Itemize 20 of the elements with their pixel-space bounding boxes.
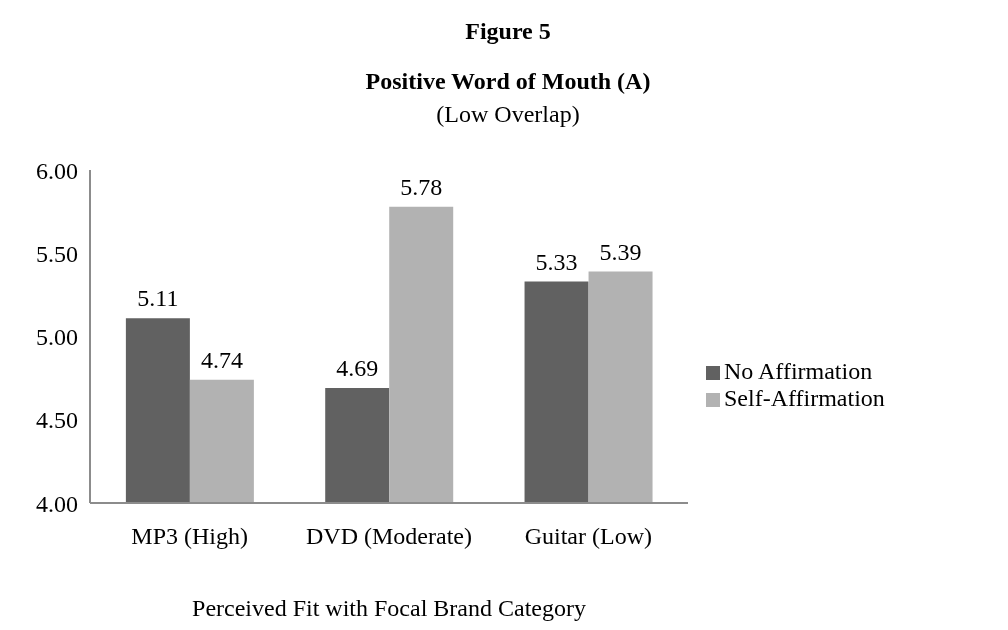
- data-label: 5.11: [137, 285, 179, 312]
- chart-subtitle: Positive Word of Mouth (A): [364, 68, 652, 95]
- text: (Low Overlap): [435, 101, 581, 128]
- data-label: 4.74: [200, 346, 243, 373]
- x-axis-title: Perceived Fit with Focal Brand Category: [192, 595, 586, 621]
- data-label: 4.69: [336, 355, 379, 382]
- legend-label: No Affirmation: [724, 358, 873, 384]
- y-tick-label: 4.50: [36, 407, 78, 434]
- y-tick-label: 6.00: [36, 157, 78, 184]
- data-label: 5.39: [599, 238, 642, 265]
- x-tick-label: DVD (Moderate): [306, 523, 472, 550]
- data-label: 5.78: [400, 173, 443, 200]
- y-tick-label: 4.00: [36, 490, 78, 517]
- x-tick-label: MP3 (High): [131, 523, 248, 550]
- chart-title: Figure 5: [464, 18, 552, 45]
- y-tick-label: 5.50: [36, 240, 78, 267]
- legend-label: Self-Affirmation: [724, 385, 885, 411]
- x-tick-label: Guitar (Low): [524, 523, 652, 550]
- data-label: 5.33: [535, 248, 578, 275]
- y-tick-label: 5.00: [36, 324, 78, 351]
